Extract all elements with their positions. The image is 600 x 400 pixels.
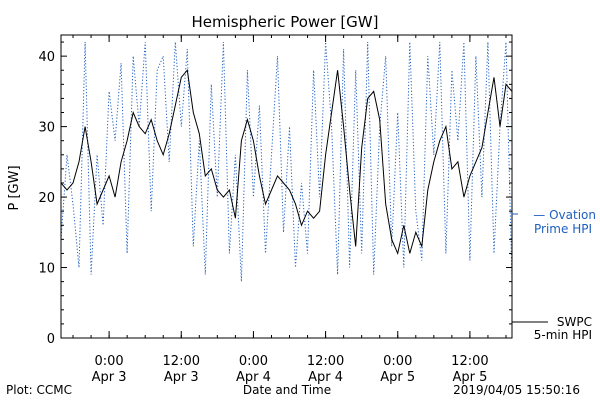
y-tick-label: 10: [38, 262, 55, 277]
y-tick-label: 20: [38, 191, 55, 206]
series-ovation-line: [61, 41, 512, 282]
y-tick-label: 40: [38, 50, 55, 65]
x-tick-label-time: 0:00: [383, 354, 412, 369]
y-tick-label: 30: [38, 121, 55, 136]
series-layer: [61, 41, 512, 282]
x-tick-label-date: Apr 3: [92, 370, 127, 385]
x-tick-label-date: Apr 4: [308, 370, 343, 385]
legend-ovation-line2: Prime HPI: [534, 222, 592, 236]
y-axis: 0 10 20 30 40: [38, 41, 512, 347]
x-tick-label-time: 12:00: [163, 354, 200, 369]
series-ovation-prime: [61, 41, 512, 282]
x-tick-label-date: Apr 5: [452, 370, 487, 385]
footer-timestamp: 2019/04/05 15:50:16: [453, 383, 580, 397]
x-tick-label-time: 0:00: [239, 354, 268, 369]
legend-ovation-line1: — Ovation: [533, 208, 596, 222]
chart-title: Hemispheric Power [GW]: [192, 13, 379, 31]
legend-swpc-line2: 5-min HPI: [534, 328, 592, 342]
x-axis-label: Date and Time: [243, 383, 331, 397]
x-tick-label-date: Apr 5: [380, 370, 415, 385]
plot-frame: [60, 34, 513, 339]
x-tick-label-time: 12:00: [451, 354, 488, 369]
footer-credit: Plot: CCMC: [6, 383, 72, 397]
y-tick-label: 0: [47, 332, 55, 347]
series-swpc: [61, 69, 512, 256]
legend: — Ovation Prime HPI SWPC 5-min HPI: [512, 208, 596, 342]
x-tick-label-date: Apr 4: [236, 370, 271, 385]
x-tick-label-date: Apr 3: [164, 370, 199, 385]
series-swpc-line: [61, 69, 512, 256]
y-axis-label: P [GW]: [7, 165, 22, 210]
x-tick-label-time: 12:00: [307, 354, 344, 369]
x-tick-label-time: 0:00: [95, 354, 124, 369]
legend-swpc-line1: SWPC: [557, 315, 592, 329]
